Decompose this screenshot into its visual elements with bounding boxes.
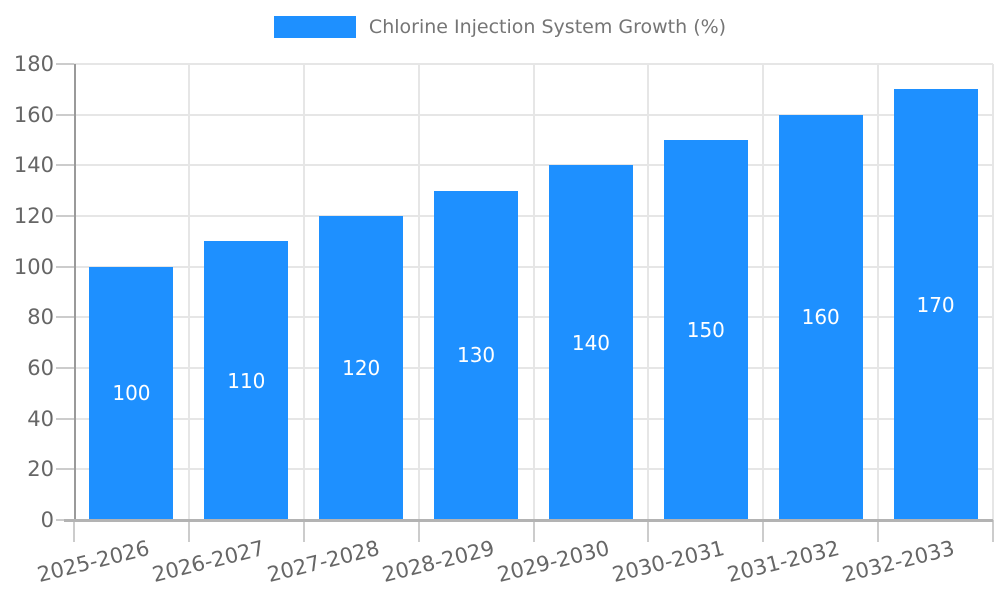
x-gridline: [647, 64, 650, 520]
y-axis-tick-label: 140: [13, 153, 54, 178]
x-axis-line: [64, 519, 993, 522]
x-gridline: [992, 64, 994, 520]
x-tick: [187, 520, 190, 542]
bar[interactable]: 130: [434, 190, 519, 520]
y-axis-tick-label: 120: [13, 204, 54, 228]
x-gridline: [187, 64, 190, 520]
x-tick: [877, 520, 880, 542]
bar-value-label: 150: [686, 318, 725, 342]
y-axis-line: [74, 64, 76, 520]
bar-value-label: 120: [342, 356, 381, 380]
bar[interactable]: 110: [204, 241, 289, 520]
x-tick: [647, 520, 650, 542]
bar-value-label: 130: [456, 343, 496, 368]
x-tick: [532, 520, 535, 542]
y-tick: [56, 367, 74, 369]
bar[interactable]: 120: [319, 216, 404, 520]
y-tick: [56, 316, 74, 319]
y-tick: [56, 417, 74, 420]
plot-area: 100 110 120 130 140 150 160 170: [64, 63, 994, 522]
x-tick: [417, 520, 420, 542]
y-tick: [56, 468, 74, 471]
bar-value-label: 170: [916, 292, 955, 317]
bar[interactable]: 160: [778, 114, 863, 520]
x-tick: [73, 520, 75, 542]
x-gridline: [302, 64, 305, 520]
y-axis-tick-label: 180: [13, 52, 54, 76]
x-tick: [762, 520, 765, 542]
legend-item[interactable]: Chlorine Injection System Growth (%): [273, 16, 727, 38]
x-gridline: [762, 64, 765, 520]
y-axis-tick-label: 60: [27, 356, 54, 380]
bar[interactable]: 140: [548, 165, 633, 520]
bar-value-label: 140: [571, 330, 611, 355]
y-tick: [56, 63, 74, 65]
y-axis-tick-label: 160: [13, 102, 54, 127]
y-axis-tick-label: 100: [13, 254, 54, 279]
x-tick: [302, 520, 305, 542]
bar[interactable]: 170: [893, 89, 978, 520]
y-tick: [56, 215, 74, 217]
x-gridline: [532, 64, 535, 520]
x-tick: [992, 520, 994, 542]
bar-value-label: 100: [112, 381, 151, 406]
legend-label: Chlorine Injection System Growth (%): [368, 16, 727, 38]
x-gridline: [877, 64, 880, 520]
y-tick: [56, 164, 74, 167]
y-tick: [56, 265, 74, 268]
bar-value-label: 110: [227, 368, 266, 393]
y-axis-tick-label: 80: [27, 305, 54, 330]
bar[interactable]: 150: [663, 140, 748, 520]
legend: Chlorine Injection System Growth (%): [0, 16, 1000, 38]
y-axis-tick-label: 40: [27, 406, 54, 431]
y-axis-tick-label: 20: [27, 457, 54, 482]
y-axis-tick-label: 0: [40, 508, 54, 532]
bar-value-label: 160: [801, 305, 840, 330]
x-gridline: [417, 64, 420, 520]
y-tick: [56, 113, 74, 116]
bar[interactable]: 100: [89, 266, 174, 520]
legend-swatch-icon: [273, 16, 356, 38]
